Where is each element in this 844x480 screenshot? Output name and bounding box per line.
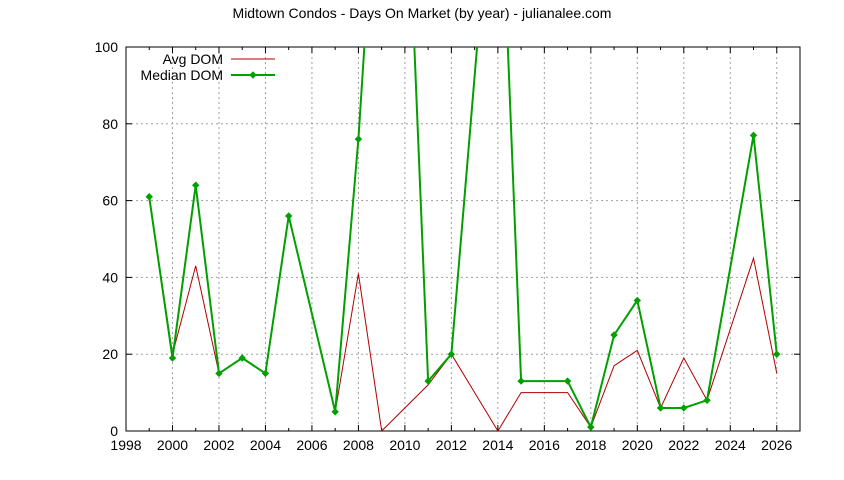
y-tick-label: 100: [95, 39, 119, 55]
data-point-median-dom: [703, 396, 711, 404]
x-tick-label: 1998: [110, 437, 141, 453]
data-point-median-dom: [517, 377, 525, 385]
data-point-median-dom: [773, 350, 781, 358]
data-point-median-dom: [192, 181, 200, 189]
data-point-median-dom: [238, 354, 246, 362]
legend-label-median-dom: Median DOM: [141, 67, 223, 83]
chart-title: Midtown Condos - Days On Market (by year…: [233, 5, 612, 21]
x-tick-label: 2000: [157, 437, 188, 453]
x-tick-label: 2014: [482, 437, 513, 453]
y-tick-label: 80: [102, 116, 118, 132]
data-point-median-dom: [215, 369, 223, 378]
data-point-median-dom: [656, 404, 665, 412]
data-point-median-dom: [145, 193, 153, 201]
data-point-median-dom: [633, 296, 642, 305]
y-tick-label: 60: [102, 193, 118, 209]
x-tick-label: 2010: [389, 437, 420, 453]
x-tick-label: 2008: [343, 437, 374, 453]
data-point-median-dom: [168, 354, 177, 362]
y-tick-label: 40: [102, 269, 118, 285]
data-point-median-dom: [680, 404, 688, 412]
series-line-avg-dom: [148, 196, 778, 431]
data-point-median-dom: [424, 377, 432, 385]
y-tick-label: 20: [102, 346, 118, 362]
x-tick-label: 2006: [296, 437, 327, 453]
x-tick-label: 2022: [668, 437, 699, 453]
data-point-median-dom: [447, 350, 456, 358]
x-tick-label: 2002: [203, 437, 234, 453]
x-tick-label: 2024: [715, 437, 746, 453]
data-point-median-dom: [331, 408, 339, 416]
data-point-median-dom: [587, 423, 595, 431]
plot-area: [145, 47, 781, 431]
axes: 0 20 40 60 80 100 1998 2000 2002 2004 2006 2008 2010…: [95, 39, 801, 453]
data-point-median-dom: [610, 331, 618, 339]
legend-label-avg-dom: Avg DOM: [163, 51, 223, 67]
data-point-median-dom: [284, 212, 293, 220]
x-tick-label: 2016: [529, 437, 560, 453]
x-tick-label: 2020: [622, 437, 653, 453]
data-point-median-dom: [563, 377, 572, 385]
plot-border: [125, 46, 801, 432]
legend-marker-median-dom: [249, 71, 257, 79]
data-point-median-dom: [749, 131, 758, 140]
data-point-median-dom: [261, 369, 270, 378]
x-tick-label: 2026: [761, 437, 792, 453]
x-tick-label: 2012: [436, 437, 467, 453]
x-tick-label: 2004: [250, 437, 281, 453]
series-line-median-dom: [148, 47, 778, 431]
data-point-median-dom: [354, 135, 363, 143]
y-tick-label: 0: [110, 423, 118, 439]
x-tick-label: 2018: [575, 437, 606, 453]
